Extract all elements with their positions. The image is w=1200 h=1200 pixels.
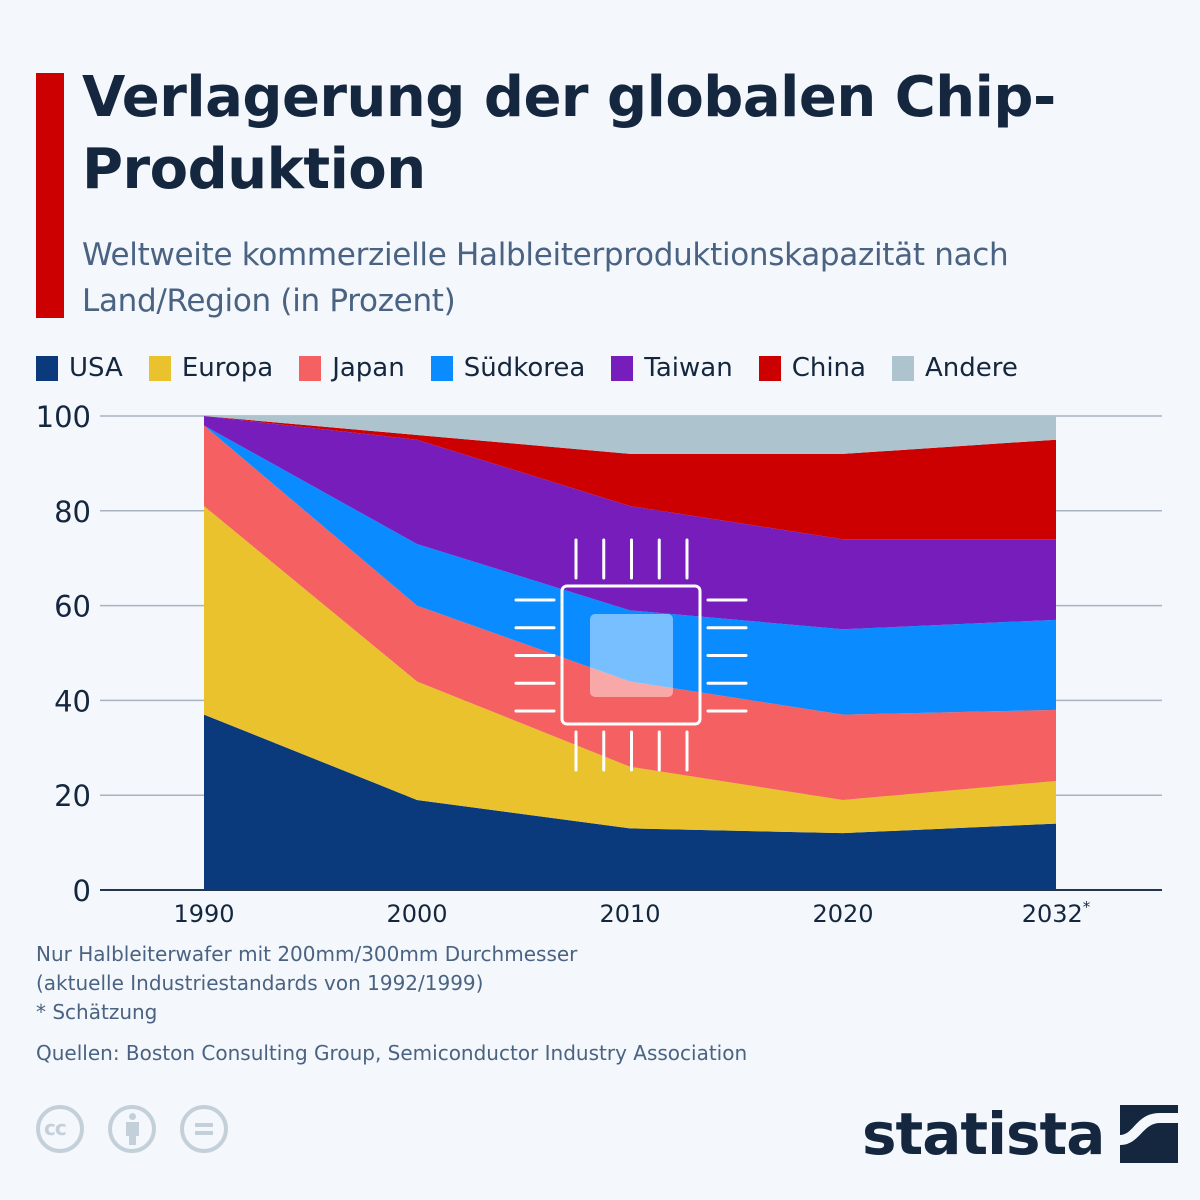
statista-logo[interactable]: statista xyxy=(862,1100,1179,1168)
legend-label: Südkorea xyxy=(463,353,586,383)
area-usa xyxy=(204,714,1056,890)
legend-swatch xyxy=(148,355,171,381)
statista-logo-icon xyxy=(1120,1105,1179,1163)
chip-core xyxy=(590,614,673,697)
footnote: Nur Halbleiterwafer mit 200mm/300mm Durc… xyxy=(36,940,577,1027)
legend-label: USA xyxy=(69,353,123,383)
area-suedkorea xyxy=(204,425,1056,715)
area-taiwan xyxy=(204,416,1056,630)
area-europa xyxy=(204,506,1056,834)
legend-swatch xyxy=(611,355,634,381)
x-tick-label: 2020 xyxy=(812,900,873,928)
x-tick-label: 1990 xyxy=(173,900,234,928)
legend-swatch xyxy=(299,355,322,381)
stacked-area-chart: 0 20 40 60 80 100 1990 2000 2010 2020 2032* xyxy=(36,400,1162,928)
legend: USA Europa Japan Südkorea Taiwan China A… xyxy=(36,350,1018,386)
source-text: Quellen: Boston Consulting Group, Semico… xyxy=(36,1041,748,1065)
y-tick-label: 0 xyxy=(73,874,91,908)
y-tick-label: 20 xyxy=(54,779,91,813)
legend-label: Europa xyxy=(181,353,274,383)
area-andere xyxy=(204,416,1056,454)
legend-item-andere: Andere xyxy=(891,353,1018,383)
legend-item-japan: Japan xyxy=(299,353,405,383)
chart-subtitle: Weltweite kommerzielle Halbleiterprodukt… xyxy=(82,237,1009,319)
legend-item-usa: USA xyxy=(36,353,123,383)
legend-label: Japan xyxy=(332,353,405,383)
chip-body xyxy=(560,584,702,726)
axes: 0 20 40 60 80 100 1990 2000 2010 2020 2032* xyxy=(36,400,1162,928)
legend-label: Andere xyxy=(924,353,1018,383)
area-china xyxy=(204,416,1056,540)
legend-item-china: China xyxy=(758,353,866,383)
chart-title: Verlagerung der globalen Chip-Produktion xyxy=(82,65,1056,202)
legend-item-suedkorea: Südkorea xyxy=(430,353,586,383)
x-tick-sup: * xyxy=(1083,898,1091,916)
x-tick-label: 2010 xyxy=(599,900,660,928)
legend-swatch xyxy=(891,355,914,381)
y-tick-label: 80 xyxy=(54,495,91,529)
y-tick-label: 60 xyxy=(54,590,91,624)
no-derivatives-icon[interactable] xyxy=(180,1105,228,1153)
footnote-line: * Schätzung xyxy=(36,1000,158,1024)
legend-item-europa: Europa xyxy=(148,353,274,383)
accent-bar xyxy=(36,73,64,318)
y-tick-label: 100 xyxy=(36,400,91,434)
legend-label: China xyxy=(791,353,866,383)
cc-icon[interactable]: cc xyxy=(36,1105,84,1153)
y-tick-label: 40 xyxy=(54,684,91,718)
x-tick-label: 2032* xyxy=(1022,898,1091,928)
legend-swatch xyxy=(430,355,453,381)
attribution-icon[interactable] xyxy=(108,1105,156,1153)
license-icons: cc xyxy=(36,1105,252,1153)
footnote-line: Nur Halbleiterwafer mit 200mm/300mm Durc… xyxy=(36,942,578,966)
footnote-line: (aktuelle Industriestandards von 1992/19… xyxy=(36,971,484,995)
logo-text: statista xyxy=(862,1100,1105,1168)
legend-item-taiwan: Taiwan xyxy=(611,353,733,383)
chip-icon xyxy=(514,538,748,772)
legend-label: Taiwan xyxy=(644,353,733,383)
legend-swatch xyxy=(758,355,781,381)
x-tick-label: 2000 xyxy=(386,900,447,928)
legend-swatch xyxy=(36,355,58,381)
